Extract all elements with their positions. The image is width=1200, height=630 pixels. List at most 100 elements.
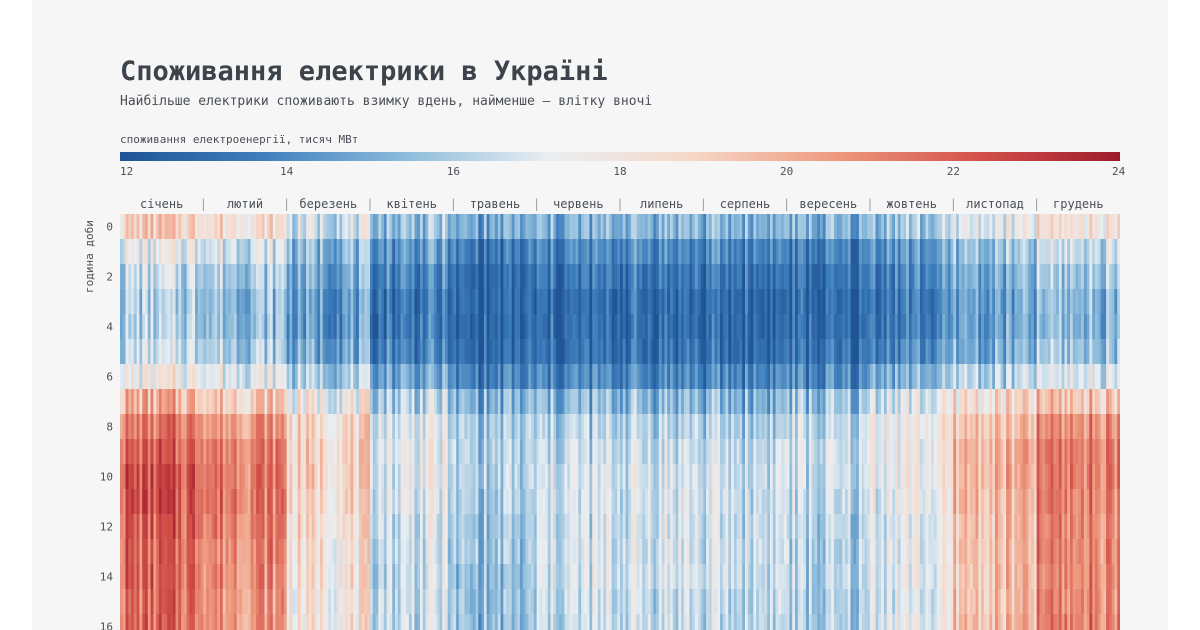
heatmap-cell bbox=[620, 289, 624, 315]
heatmap-cell bbox=[847, 489, 851, 515]
heatmap-cell bbox=[325, 464, 329, 490]
heatmap-cell bbox=[411, 439, 415, 465]
heatmap-cell bbox=[300, 389, 304, 415]
heatmap-cell bbox=[803, 314, 807, 340]
heatmap-cell bbox=[361, 564, 365, 590]
heatmap-cell bbox=[917, 464, 921, 490]
heatmap-cell bbox=[528, 464, 532, 490]
heatmap-cell bbox=[225, 564, 229, 590]
heatmap-cell bbox=[189, 414, 193, 440]
heatmap-cell bbox=[208, 464, 213, 490]
heatmap-cell bbox=[328, 239, 332, 265]
heatmap-cell bbox=[511, 514, 515, 540]
heatmap-cell bbox=[295, 289, 299, 315]
heatmap-cell bbox=[375, 239, 379, 265]
heatmap-cell bbox=[853, 539, 857, 565]
heatmap-cell bbox=[456, 514, 460, 540]
heatmap-cell bbox=[189, 614, 193, 630]
heatmap-cell bbox=[836, 614, 840, 630]
heatmap-cell bbox=[258, 314, 263, 340]
heatmap-cell bbox=[261, 464, 265, 490]
heatmap-cell bbox=[764, 339, 768, 365]
month-separator: | bbox=[1033, 197, 1040, 211]
heatmap-cell bbox=[150, 414, 154, 440]
heatmap-cell bbox=[597, 239, 601, 265]
heatmap-cell bbox=[495, 414, 499, 440]
heatmap-cell bbox=[475, 339, 479, 365]
heatmap-cell bbox=[158, 214, 163, 240]
heatmap-cell bbox=[133, 414, 138, 440]
heatmap-cell bbox=[250, 339, 254, 365]
heatmap-cell bbox=[258, 289, 263, 315]
heatmap-cell bbox=[400, 289, 404, 315]
heatmap-cell bbox=[650, 239, 654, 265]
heatmap-cell bbox=[486, 389, 490, 415]
heatmap-cell bbox=[556, 414, 560, 440]
heatmap-cell bbox=[320, 364, 324, 390]
heatmap-cell bbox=[572, 339, 576, 365]
heatmap-cell bbox=[489, 439, 493, 465]
heatmap-cell bbox=[270, 564, 274, 590]
heatmap-cell bbox=[647, 589, 651, 615]
heatmap-cell bbox=[167, 564, 171, 590]
heatmap-cell bbox=[128, 414, 132, 440]
heatmap-cell bbox=[206, 414, 210, 440]
heatmap-cell bbox=[808, 389, 813, 415]
heatmap-cell bbox=[742, 489, 746, 515]
heatmap-cell bbox=[497, 489, 501, 515]
heatmap-cell bbox=[508, 464, 513, 490]
heatmap-cell bbox=[314, 589, 318, 615]
heatmap-cell bbox=[289, 289, 293, 315]
heatmap-cell bbox=[567, 439, 571, 465]
heatmap-cell bbox=[870, 539, 874, 565]
heatmap-cell bbox=[720, 264, 724, 290]
heatmap-cell bbox=[197, 314, 201, 340]
heatmap-cell bbox=[545, 589, 549, 615]
heatmap-cell bbox=[725, 414, 729, 440]
heatmap-cell bbox=[908, 239, 913, 265]
heatmap-cell bbox=[267, 539, 271, 565]
heatmap-cell bbox=[706, 289, 710, 315]
heatmap-cell bbox=[781, 514, 785, 540]
heatmap-cell bbox=[858, 314, 863, 340]
heatmap-cell bbox=[189, 264, 193, 290]
heatmap-cell bbox=[781, 339, 785, 365]
heatmap-cell bbox=[214, 489, 218, 515]
heatmap-cell bbox=[156, 514, 160, 540]
heatmap-cell bbox=[700, 339, 704, 365]
heatmap-cell bbox=[642, 539, 646, 565]
heatmap-cell bbox=[314, 289, 318, 315]
heatmap-cell bbox=[186, 439, 190, 465]
heatmap-cell bbox=[647, 539, 651, 565]
heatmap-cell bbox=[778, 289, 782, 315]
heatmap-cell bbox=[625, 589, 629, 615]
heatmap-cell bbox=[206, 539, 210, 565]
heatmap-cell bbox=[317, 464, 321, 490]
heatmap-cell bbox=[425, 464, 429, 490]
heatmap-cell bbox=[633, 314, 638, 340]
heatmap-cell bbox=[670, 289, 674, 315]
heatmap-cell bbox=[575, 589, 579, 615]
heatmap-cell bbox=[717, 364, 721, 390]
heatmap-cell bbox=[481, 539, 485, 565]
heatmap-cell bbox=[431, 489, 435, 515]
heatmap-cell bbox=[922, 489, 926, 515]
heatmap-cell bbox=[378, 239, 382, 265]
heatmap-cell bbox=[545, 464, 549, 490]
heatmap-cell bbox=[611, 614, 615, 630]
heatmap-cell bbox=[558, 414, 563, 440]
heatmap-cell bbox=[395, 539, 399, 565]
heatmap-cell bbox=[364, 239, 368, 265]
heatmap-cell bbox=[253, 589, 257, 615]
heatmap-cell bbox=[467, 414, 471, 440]
heatmap-cell bbox=[314, 464, 318, 490]
heatmap-cell bbox=[333, 589, 338, 615]
heatmap-cell bbox=[261, 614, 265, 630]
heatmap-cell bbox=[575, 264, 579, 290]
heatmap-cell bbox=[272, 414, 276, 440]
heatmap-cell bbox=[717, 564, 721, 590]
heatmap-cell bbox=[633, 264, 638, 290]
heatmap-cell bbox=[725, 514, 729, 540]
heatmap-cell bbox=[583, 239, 588, 265]
heatmap-cell bbox=[745, 564, 749, 590]
